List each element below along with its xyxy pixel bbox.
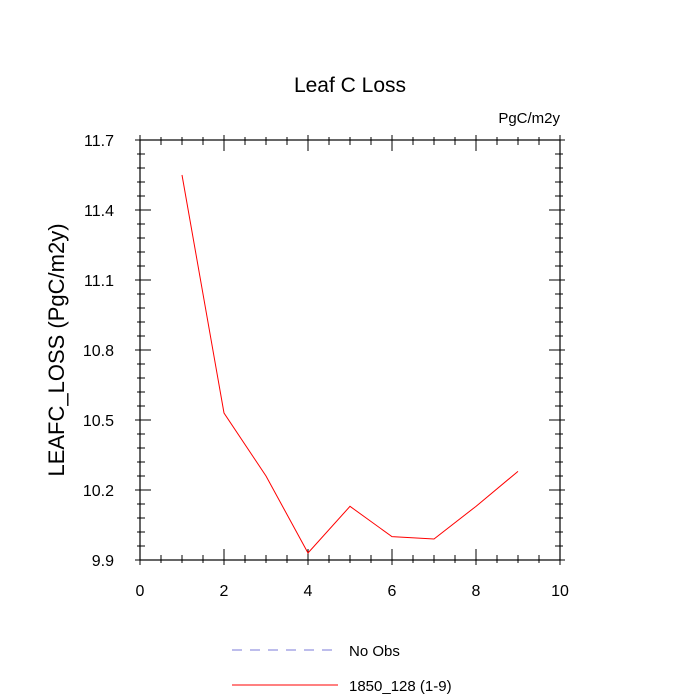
y-tick-label: 11.1 <box>84 273 114 290</box>
y-axis-label: LEAFC_LOSS (PgC/m2y) <box>44 223 69 476</box>
y-tick-label: 11.7 <box>84 133 114 150</box>
units-label: PgC/m2y <box>498 110 560 127</box>
series-line <box>181 174 519 554</box>
y-tick-labels: 9.9 10.2 10.5 10.8 11.1 11.4 11.7 <box>83 133 114 570</box>
y-tick-label: 11.4 <box>84 203 114 220</box>
legend-label: 1850_128 (1-9) <box>349 678 452 695</box>
x-tick-label: 6 <box>388 583 397 600</box>
x-tick-label: 10 <box>551 583 569 600</box>
y-tick-label: 10.5 <box>83 413 114 430</box>
x-tick-labels: 0 2 4 6 8 10 <box>136 583 569 600</box>
legend: No Obs 1850_128 (1-9) <box>232 643 452 695</box>
x-tick-label: 8 <box>472 583 481 600</box>
x-tick-label: 2 <box>220 583 229 600</box>
chart-title: Leaf C Loss <box>294 74 406 97</box>
series-layer <box>181 174 519 554</box>
x-tick-label: 4 <box>304 583 313 600</box>
axis-ticks <box>135 135 565 565</box>
y-tick-label: 10.2 <box>83 483 114 500</box>
y-tick-label: 10.8 <box>83 343 114 360</box>
legend-label: No Obs <box>349 643 400 660</box>
y-tick-label: 9.9 <box>92 553 114 570</box>
plot-frame <box>139 139 561 561</box>
x-tick-label: 0 <box>136 583 145 600</box>
